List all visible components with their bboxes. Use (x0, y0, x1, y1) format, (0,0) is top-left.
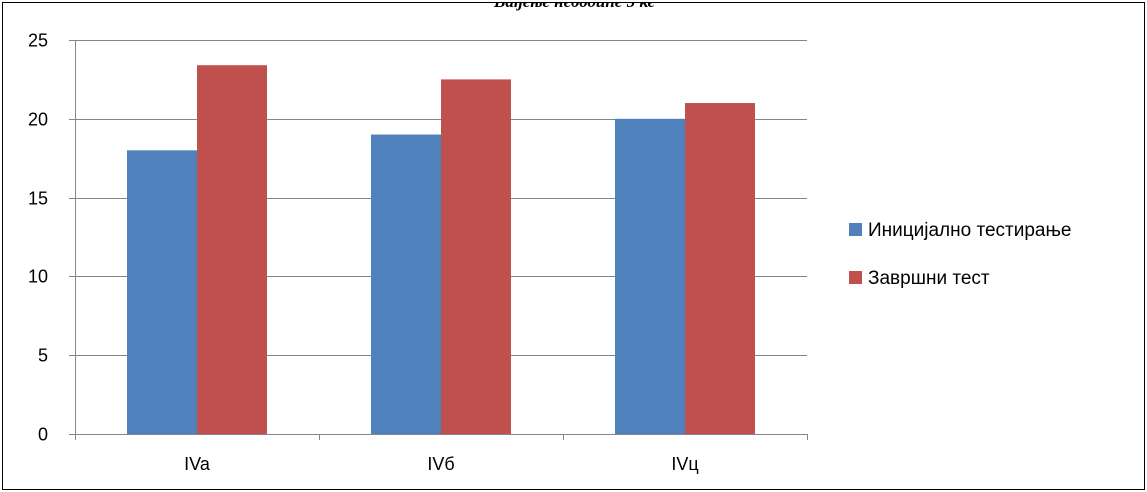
bar-final-2 (685, 103, 755, 434)
bar-final-1 (441, 79, 511, 435)
legend-swatch-0 (849, 223, 862, 236)
x-tick-label: IVц (671, 454, 698, 474)
y-tick-label: 0 (38, 425, 48, 445)
x-tick-label: IVб (427, 454, 454, 474)
bar-initial-2 (615, 118, 685, 435)
y-tick-label: 25 (28, 31, 48, 51)
legend-label-1: Завршни тест (868, 268, 990, 289)
y-tick-label: 10 (28, 267, 48, 287)
chart-caption: Вађење небодиће 5 ке (3, 3, 1144, 12)
y-tick-label: 15 (28, 189, 48, 209)
bar-initial-1 (371, 134, 441, 434)
bar-final-0 (197, 65, 267, 434)
x-tick-label: IVa (184, 454, 211, 474)
legend-label-0: Иницијално тестирање (868, 220, 1071, 241)
bar-chart: 0 5 10 15 20 25 IVa IVб IVц Иницијално тестирање З… (28, 31, 1072, 475)
y-tick-label: 20 (28, 110, 48, 130)
legend-swatch-1 (849, 271, 862, 284)
bar-initial-0 (127, 150, 197, 434)
y-tick-label: 5 (38, 346, 48, 366)
